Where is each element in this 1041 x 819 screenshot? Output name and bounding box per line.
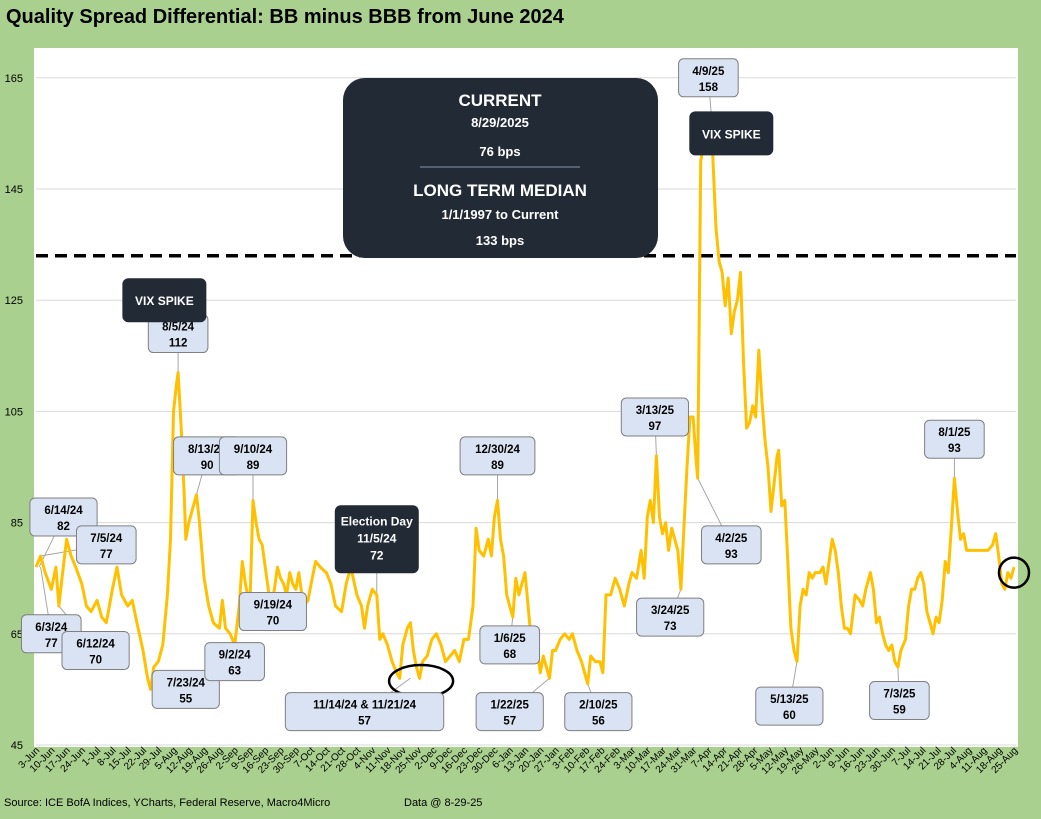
data-label-value: 93 [948,443,961,455]
data-label-box [755,686,824,726]
data-label-date: 2/10/25 [579,700,618,712]
data-label-value: 112 [169,338,188,350]
data-label-box [564,692,633,732]
current-value: 76 bps [479,144,520,159]
current-marker-circle [997,556,1031,589]
y-tick-label: 65 [11,629,23,641]
data-label-date: 6/14/24 [44,505,83,517]
data-label-box [204,642,265,682]
source-note: Source: ICE BofA Indices, YCharts, Feder… [4,797,331,809]
data-label-box [678,58,739,98]
y-tick-label: 85 [11,518,23,530]
data-label-value: 63 [228,666,241,678]
data-label-date: 1/6/25 [494,633,527,645]
data-label-box [479,625,541,665]
data-label-value: 60 [783,710,796,722]
data-label-date: 7/23/24 [167,677,206,689]
data-label-value: 77 [45,638,58,650]
data-label-value: 56 [592,716,605,728]
data-label-date: 12/30/24 [475,444,520,456]
data-label-value: 57 [503,716,516,728]
current-heading: CURRENT [458,91,542,110]
data-label-value: 55 [179,693,192,705]
election-day-value: 72 [370,548,384,562]
data-label-value: 89 [491,460,504,472]
data-label-value: 97 [648,421,661,433]
election-day-box [334,505,419,574]
data-label-value: 90 [201,460,214,472]
vix-spike-label: VIX SPIKE [702,127,761,141]
election-day-title: Election Day [341,514,413,528]
data-label-date: 7/3/25 [883,689,916,701]
data-label-date: 3/13/25 [636,405,675,417]
data-label-box [475,692,544,732]
data-label-date: 4/9/25 [692,66,725,78]
data-label-date: 6/12/24 [76,638,115,650]
data-label-box [61,630,130,670]
data-label-value: 89 [247,460,260,472]
data-label-value: 70 [89,654,102,666]
data-label-box [636,597,705,637]
data-label-date: 3/24/25 [651,605,690,617]
y-tick-label: 45 [11,740,23,752]
data-label-box [924,419,985,459]
vix-spike-label: VIX SPIKE [135,294,194,308]
data-date-note: Data @ 8-29-25 [404,797,483,809]
current-summary-box [343,78,658,258]
median-range: 1/1/1997 to Current [441,207,559,222]
data-label-box [238,592,307,632]
data-label-box [459,436,536,476]
data-label-value: 73 [664,621,677,633]
y-tick-label: 105 [5,406,23,418]
election-day-date: 11/5/24 [357,531,397,545]
data-label-date: 7/5/24 [90,533,123,545]
chart-title: Quality Spread Differential: BB minus BB… [6,6,564,28]
data-label-value: 57 [358,716,371,728]
data-label-date: 8/5/24 [162,322,195,334]
vix-spike-box [122,278,207,323]
data-label-date: 4/2/25 [715,533,748,545]
data-label-value: 82 [57,521,70,533]
current-date: 8/29/2025 [471,115,529,130]
data-label-date: 9/2/24 [219,650,252,662]
median-value: 133 bps [476,233,524,248]
data-label-value: 70 [266,616,279,628]
data-label-value: 93 [725,549,738,561]
data-label-value: 59 [893,705,906,717]
data-label-box [620,397,689,437]
data-label-date: 5/13/25 [770,694,809,706]
data-label-date: 6/3/24 [35,622,68,634]
vix-spike-box [689,111,774,156]
y-tick-label: 125 [5,295,23,307]
y-tick-label: 145 [5,184,23,196]
median-heading: LONG TERM MEDIAN [413,181,587,200]
data-label-value: 158 [699,82,719,94]
data-label-box [700,525,762,565]
data-label-date: 9/10/24 [234,444,273,456]
data-label-box [218,436,288,476]
data-label-box [151,669,220,709]
data-label-value: 68 [503,649,516,661]
data-label-date: 8/1/25 [938,427,971,439]
series-line [34,115,1016,691]
data-label-box [75,525,137,565]
data-label-date: 8/13/24 [188,444,227,456]
data-label-date: 9/19/24 [254,600,293,612]
data-label-box [869,681,930,721]
data-label-date: 1/22/25 [491,700,530,712]
data-label-value: 77 [100,549,113,561]
y-tick-label: 165 [5,73,23,85]
data-label-date: 11/14/24 & 11/21/24 [313,700,417,712]
data-label-box [284,692,445,732]
